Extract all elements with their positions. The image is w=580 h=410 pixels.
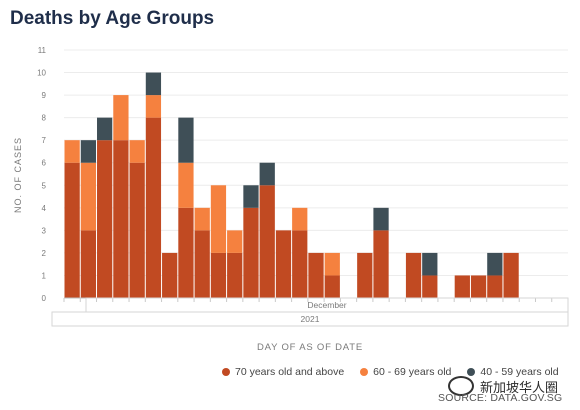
y-tick-label: 1 (42, 271, 47, 280)
bar-segment[interactable] (470, 275, 487, 298)
bar-segment[interactable] (422, 275, 438, 298)
watermark: 新加坡华人圈 (448, 376, 558, 396)
source-note: SOURCE: DATA.GOV.SG (438, 392, 563, 404)
bar-segment[interactable] (227, 230, 243, 253)
bar-segment[interactable] (64, 140, 80, 163)
y-tick-label: 4 (42, 204, 47, 213)
bar-segment[interactable] (292, 207, 308, 231)
bar-segment[interactable] (80, 162, 97, 231)
legend-item-70-plus[interactable]: 70 years old and above (222, 366, 344, 378)
bar-segment[interactable] (178, 207, 194, 298)
y-tick-label: 6 (42, 159, 47, 168)
bar-segment[interactable] (487, 275, 503, 298)
bar-segment[interactable] (243, 207, 259, 298)
y-axis-label: NO. OF CASES (13, 137, 23, 213)
bar-segment[interactable] (162, 252, 178, 298)
bar-segment[interactable] (194, 230, 210, 298)
legend-dot-70-plus (222, 368, 230, 376)
bar-segment[interactable] (373, 207, 389, 231)
bar-segment[interactable] (275, 230, 292, 298)
y-tick-labels: 0 1 2 3 4 5 6 7 8 9 10 11 (37, 46, 46, 303)
bar-segment[interactable] (227, 252, 243, 298)
year-group-label: 2021 (301, 314, 320, 324)
bar-segment[interactable] (292, 230, 308, 298)
legend-item-60-69[interactable]: 60 - 69 years old (360, 366, 451, 378)
bar-segment[interactable] (324, 275, 340, 298)
bar-segment[interactable] (243, 185, 259, 208)
y-tick-label: 7 (42, 136, 47, 145)
legend-dot-40-59 (467, 368, 476, 376)
y-tick-label: 2 (42, 249, 47, 258)
bar-segment[interactable] (422, 252, 438, 276)
chart-title: Deaths by Age Groups (10, 8, 215, 29)
wechat-icon (448, 376, 474, 396)
bar-segment[interactable] (178, 117, 194, 163)
y-tick-label: 3 (42, 226, 47, 235)
bar-segment[interactable] (324, 252, 340, 276)
bar-segment[interactable] (113, 140, 129, 298)
legend-label-60-69: 60 - 69 years old (373, 366, 452, 378)
bar-segment[interactable] (308, 252, 324, 298)
legend-item-40-59[interactable]: 40 - 59 years old (467, 366, 559, 378)
y-tick-label: 9 (42, 91, 47, 100)
bar-segment[interactable] (97, 117, 113, 141)
watermark-text: 新加坡华人圈 (480, 379, 559, 395)
bar-segment[interactable] (80, 140, 97, 163)
bar-segment[interactable] (357, 252, 373, 298)
legend-label-70-plus: 70 years old and above (235, 366, 345, 378)
y-tick-label: 8 (42, 114, 47, 123)
y-tick-label: 0 (42, 294, 47, 303)
bar-segment[interactable] (405, 252, 422, 298)
legend-label-40-59: 40 - 59 years old (480, 366, 559, 378)
bar-segment[interactable] (454, 275, 470, 298)
bar-segment[interactable] (178, 162, 194, 208)
bar-segment[interactable] (194, 207, 210, 231)
bar-segment[interactable] (129, 140, 145, 163)
y-tick-label: 11 (38, 46, 47, 55)
legend-dot-60-69 (360, 368, 369, 376)
bar-segment[interactable] (113, 95, 129, 141)
bar-segment[interactable] (129, 162, 145, 298)
bar-segment[interactable] (259, 162, 275, 186)
bar-segment[interactable] (64, 162, 80, 298)
bar-segment[interactable] (97, 140, 113, 298)
bar-segment[interactable] (259, 185, 275, 298)
bar-segment[interactable] (503, 252, 519, 298)
y-tick-label: 10 (37, 69, 46, 78)
bar-segment[interactable] (210, 252, 227, 298)
chart-legend: 70 years old and above 60 - 69 years old… (222, 366, 559, 378)
x-axis-label: DAY OF AS OF DATE (257, 342, 363, 353)
bar-segment[interactable] (373, 230, 389, 298)
bar-segment[interactable] (487, 252, 503, 276)
bar-segment[interactable] (145, 117, 162, 299)
bar-segment[interactable] (80, 230, 97, 298)
bar-segment[interactable] (210, 185, 227, 253)
bar-segment[interactable] (145, 72, 162, 96)
month-group-label: December (307, 300, 346, 310)
x-axis: December 2021 (51, 297, 569, 327)
chart-bars (64, 72, 519, 299)
year-group-frame (51, 311, 569, 327)
y-tick-label: 5 (42, 181, 47, 190)
bar-chart: 0 1 2 3 4 5 6 7 8 9 10 11 December 2021 NO. OF CASES… (13, 46, 569, 353)
bar-segment[interactable] (145, 95, 162, 118)
